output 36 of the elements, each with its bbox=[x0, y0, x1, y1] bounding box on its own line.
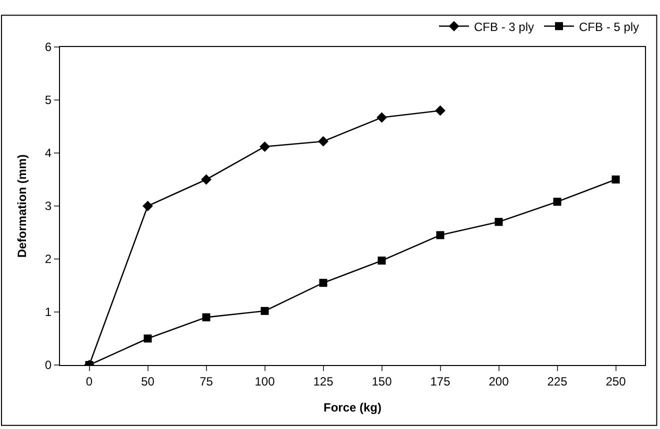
point bbox=[201, 174, 212, 185]
point bbox=[378, 256, 386, 265]
y-tick-label: 2 bbox=[44, 252, 52, 266]
legend-label: CFB - 5 ply bbox=[579, 20, 640, 34]
y-tick-label: 4 bbox=[44, 146, 52, 160]
y-tick-label: 6 bbox=[44, 40, 52, 54]
point bbox=[436, 231, 444, 240]
point bbox=[376, 112, 387, 123]
point bbox=[318, 136, 328, 147]
x-axis-title: Force (kg) bbox=[323, 400, 382, 414]
x-tick-label: 75 bbox=[200, 374, 214, 388]
legend-label: CFB - 3 ply bbox=[474, 20, 534, 34]
point bbox=[612, 176, 620, 184]
point bbox=[202, 313, 210, 322]
x-tick-label: 250 bbox=[606, 374, 626, 388]
x-tick-label: 100 bbox=[254, 374, 276, 388]
y-tick-label: 0 bbox=[44, 358, 52, 372]
point bbox=[142, 200, 153, 212]
point bbox=[260, 141, 270, 152]
x-tick-label: 50 bbox=[141, 374, 155, 388]
point bbox=[144, 334, 152, 342]
point bbox=[435, 105, 446, 116]
x-tick-label: 150 bbox=[372, 374, 392, 388]
x-tick-label: 225 bbox=[547, 374, 568, 388]
y-axis-title: Deformation (mm) bbox=[15, 154, 30, 258]
y-tick-label: 5 bbox=[44, 93, 52, 108]
y-tick-label: 1 bbox=[44, 305, 52, 320]
y-tick-label: 3 bbox=[44, 199, 52, 214]
point bbox=[260, 306, 269, 315]
point bbox=[494, 218, 503, 226]
point bbox=[319, 278, 328, 287]
point bbox=[553, 198, 562, 206]
x-tick-label: 125 bbox=[313, 374, 334, 388]
x-tick-label: 200 bbox=[488, 374, 510, 388]
x-tick-label: 0 bbox=[86, 374, 93, 388]
x-tick-label: 175 bbox=[430, 374, 451, 388]
